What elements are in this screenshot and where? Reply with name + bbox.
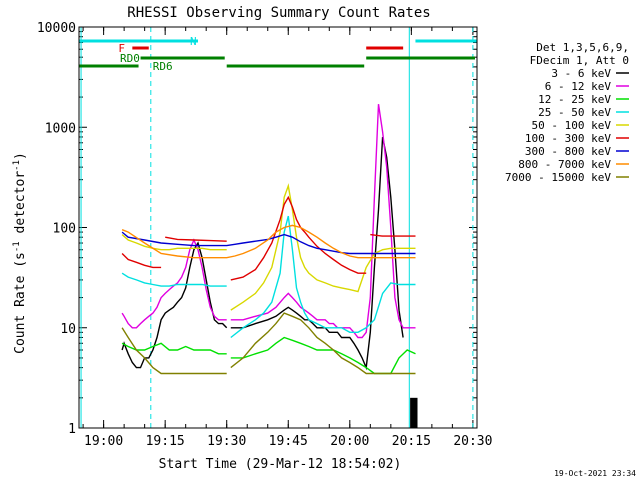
legend: Det 1,3,5,6,9, FDecim 1, Att 0 3 - 6 keV… [505,41,629,184]
series-line-6 [121,231,416,255]
y-tick-label: 1 [68,422,76,437]
x-tick-label: 20:30 [453,434,492,449]
y-axis-label-sup: -1 [12,160,22,171]
x-axis-label: Start Time (29-Mar-12 18:54:02) [159,457,402,472]
plot-frame [78,26,478,429]
series-block-3-6kev [410,397,418,428]
chart-title: RHESSI Observing Summary Count Rates [127,5,430,21]
legend-label: 6 - 12 keV [545,80,612,93]
legend-label: 7000 - 15000 keV [505,171,611,184]
legend-label: 800 - 7000 keV [518,158,611,171]
footer-date: 19-Oct-2021 23:34 [554,469,636,478]
legend-header-line2: FDecim 1, Att 0 [530,54,629,67]
series-line-4 [121,183,416,311]
legend-header-line1: Det 1,3,5,6,9, [536,41,629,54]
legend-label: 12 - 25 keV [538,93,611,106]
y-axis-label: Count Rate (s-1 detector-1) [12,152,28,354]
legend-label: 3 - 6 keV [551,67,611,80]
x-tick-label: 19:15 [146,434,185,449]
series-line-0 [121,136,404,371]
y-tick-label: 1000 [45,121,76,136]
data-series [121,103,418,428]
legend-label: 50 - 100 keV [532,119,612,132]
legend-label: 100 - 300 keV [525,132,611,145]
x-tick-label: 19:00 [84,434,123,449]
rd6-label: RD6 [153,60,173,73]
series-line-8 [121,312,416,375]
series-line-7 [121,224,416,259]
x-tick-label: 20:15 [392,434,431,449]
f-label: F [118,42,125,55]
series-line-3 [121,215,416,339]
y-axis-label-part: detector [13,171,28,242]
legend-label: 25 - 50 keV [538,106,611,119]
y-tick-label: 100 [53,222,76,237]
x-tick-label: 20:00 [330,434,369,449]
y-tick-label: 10000 [37,21,76,36]
y-axis-label-sup: -1 [12,241,22,252]
rd0-label: RD0 [120,52,140,65]
y-axis-label-part: Count Rate (s [13,252,28,354]
x-tick-label: 19:30 [207,434,246,449]
y-tick-label: 10 [60,322,76,337]
x-tick-label: 19:45 [269,434,308,449]
series-line-5 [121,195,416,281]
legend-label: 300 - 800 keV [525,145,611,158]
n-label: N [190,35,197,48]
y-axis-label-part: ) [13,152,28,160]
